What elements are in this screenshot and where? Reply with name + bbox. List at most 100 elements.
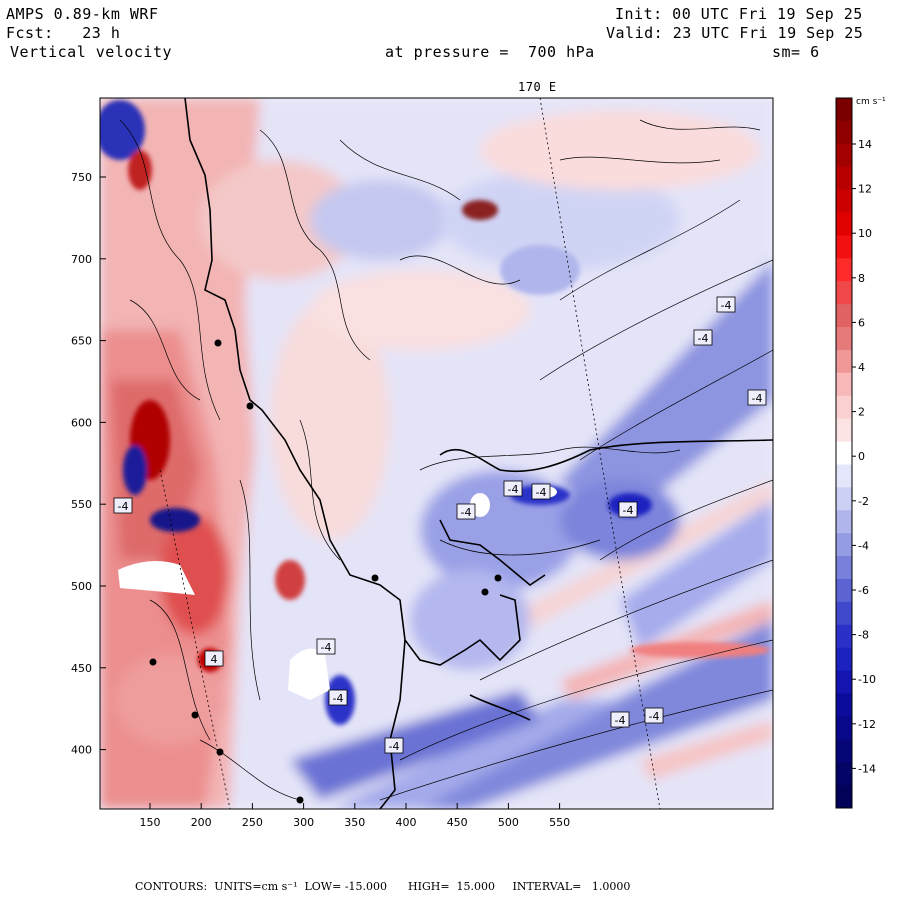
contour-label: -4 [118,500,129,513]
contour-label: -4 [752,392,763,405]
colorbar-segment [836,762,852,786]
colorbar-segment [836,143,852,168]
contour-label: -4 [333,692,344,705]
colorbar-segment [836,464,852,488]
colorbar-segment [836,647,852,672]
colorbar-segment [836,395,852,420]
plot-area [100,98,773,809]
contour-label-box [204,650,224,667]
x-tick-label: 250 [242,816,263,829]
contour-info-footer: CONTOURS: UNITS=cm s⁻¹ LOW= -15.000 HIGH… [135,880,631,893]
colorbar-segment [836,304,852,328]
colorbar-segment [836,601,852,626]
contour-label-box [456,503,476,520]
contour-label-layer: -4 -4 -4 -4 -4 -4 -4 -4 -4 -4 -4 -4 -4 4 [113,296,767,754]
contour-lines [119,119,773,801]
meridian-label: 170 E [518,80,557,94]
colorbar-frame [835,97,853,809]
contour-label-box [531,483,551,500]
contour-label: -4 [536,486,547,499]
y-tick-label: 650 [71,335,92,348]
y-tick-label: 600 [71,416,92,429]
colorbar: cm s⁻¹ 14 12 10 8 6 4 2 0 -2 -4 -6 -8 -10 -12 -14 [835,97,886,809]
contour-label-box [384,737,404,754]
field-name: Vertical velocity [10,43,173,61]
contour-label: -4 [698,332,709,345]
colorbar-segment [836,510,852,534]
colorbar-segment [836,487,852,511]
masked-terrain [118,486,557,700]
colorbar-segment [836,739,852,763]
colorbar-segment [836,693,852,717]
colorbar-segment [836,349,852,374]
colorbar-label: -14 [858,762,876,775]
contour-label: -4 [721,299,732,312]
colorbar-segment [836,441,852,465]
field-shading [100,98,773,809]
smoothing-value: sm= 6 [772,43,820,61]
colorbar-label: 10 [858,227,872,240]
colorbar-segment [836,716,852,740]
pressure-level: at pressure = 700 hPa [385,43,595,61]
colorbar-segment [836,189,852,214]
colorbar-segment [836,327,852,351]
contour-label: -4 [461,506,472,519]
colorbar-segment [836,98,852,122]
valid-time: Valid: 23 UTC Fri 19 Sep 25 [606,24,864,42]
contour-label-box [693,329,713,346]
x-tick-label: 300 [293,816,314,829]
y-tick-label: 700 [71,253,92,266]
colorbar-segment [836,533,852,557]
contour-label-box [610,711,630,728]
contour-label-box [618,501,638,518]
colorbar-segment [836,281,852,305]
x-tick-label: 400 [396,816,417,829]
contour-label: -4 [623,504,634,517]
colorbar-label: -6 [858,584,869,597]
forecast-hour: Fcst: 23 h [6,24,121,42]
colorbar-label: 2 [858,406,865,419]
colorbar-segment [836,670,852,694]
model-title: AMPS 0.89-km WRF [6,5,159,23]
colorbar-segment [836,418,852,443]
colorbar-segment [836,785,852,809]
colorbar-label: -4 [858,539,869,552]
colorbar-label: -8 [858,629,869,642]
y-tick-label: 500 [71,580,92,593]
x-tick-label: 350 [344,816,365,829]
contour-label: -4 [321,641,332,654]
colorbar-segment [836,235,852,259]
colorbar-segment [836,556,852,580]
x-tick-label: 450 [447,816,468,829]
y-tick-label: 400 [71,744,92,757]
axis-ticks: 150 200 250 300 350 400 450 500 550 750 700 650 600 5… [71,171,570,829]
colorbar-segment [836,258,852,282]
station-markers [149,339,502,804]
colorbar-label: 8 [858,272,865,285]
contour-label-box [747,389,767,406]
colorbar-label: -10 [858,673,876,686]
contour-label-box [716,296,736,313]
x-tick-label: 550 [549,816,570,829]
colorbar-segment [836,120,852,145]
colorbar-label: 4 [858,361,865,374]
colorbar-segment [836,578,852,603]
x-tick-label: 500 [498,816,519,829]
y-tick-label: 550 [71,498,92,511]
contour-label-box [328,689,348,706]
colorbar-label: -2 [858,495,869,508]
colorbar-segment [836,212,852,236]
plot-frame [99,97,774,810]
colorbar-units: cm s⁻¹ [856,97,886,107]
colorbar-label: 12 [858,183,872,196]
colorbar-segment [836,624,852,649]
colorbar-segment [836,372,852,397]
colorbar-label: 0 [858,450,865,463]
contour-label: -4 [649,710,660,723]
contour-label-box [503,480,523,497]
init-time: Init: 00 UTC Fri 19 Sep 25 [615,5,863,23]
colorbar-label: 14 [858,138,872,151]
x-tick-label: 150 [140,816,161,829]
colorbar-label: -12 [858,718,876,731]
